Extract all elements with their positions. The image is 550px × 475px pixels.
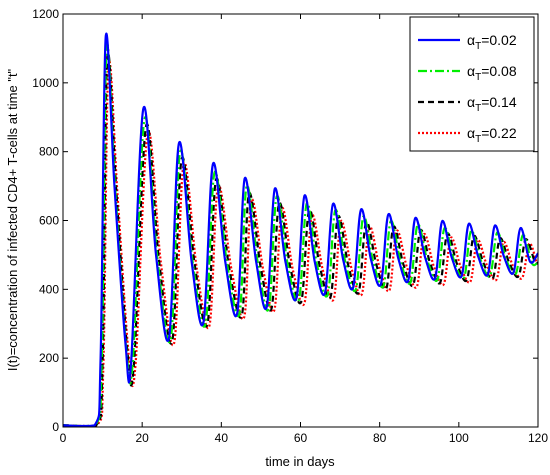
- y-tick-label: 800: [39, 145, 59, 159]
- legend: αT=0.02 αT=0.08 αT=0.14 αT=0.22: [409, 16, 535, 152]
- x-tick-label: 40: [215, 431, 229, 445]
- y-tick-label: 1000: [32, 76, 59, 90]
- y-tick-label: 400: [39, 282, 59, 296]
- x-tick-label: 60: [294, 431, 308, 445]
- y-tick-label: 0: [52, 420, 59, 434]
- x-tick-label: 80: [373, 431, 387, 445]
- series-line: [62, 52, 540, 428]
- x-tick-label: 0: [60, 431, 67, 445]
- legend-label: αT=0.08: [467, 63, 517, 83]
- y-tick-label: 600: [39, 214, 59, 228]
- x-tick-label: 120: [528, 431, 548, 445]
- x-tick-label: 100: [449, 431, 469, 445]
- legend-label: αT=0.02: [467, 32, 517, 52]
- series-line: [62, 60, 540, 428]
- legend-label: αT=0.14: [467, 94, 517, 114]
- x-tick-label: 20: [135, 431, 149, 445]
- y-tick-label: 200: [39, 351, 59, 365]
- x-axis-label: time in days: [265, 454, 335, 469]
- legend-label: αT=0.22: [467, 125, 517, 145]
- series-group: [62, 32, 540, 428]
- series-line: [62, 32, 539, 428]
- y-tick-label: 1200: [32, 7, 59, 21]
- y-axis-label: I(t)=concentration of infected CD4+ T-ce…: [5, 68, 20, 371]
